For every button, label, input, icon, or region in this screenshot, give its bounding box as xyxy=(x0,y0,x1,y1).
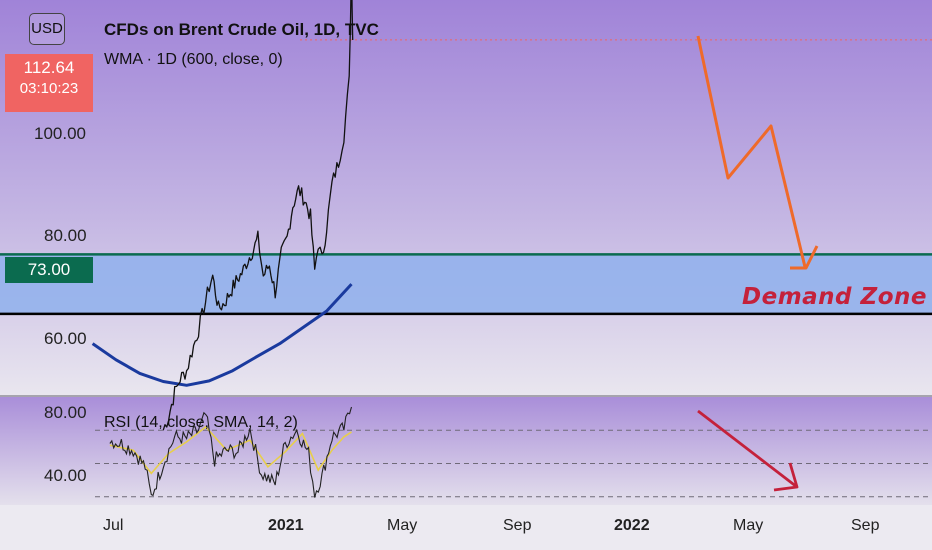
x-tick-label: Sep xyxy=(503,517,532,534)
rsi-line xyxy=(109,406,353,498)
price-series xyxy=(162,0,354,431)
currency-button[interactable]: USD xyxy=(29,13,65,45)
chart-title: CFDs on Brent Crude Oil, 1D, TVC xyxy=(104,20,379,39)
orange-projection-arrow[interactable] xyxy=(696,35,807,268)
rsi-legend[interactable]: RSI (14, close, SMA, 14, 2) xyxy=(104,414,298,431)
demand-zone-area xyxy=(0,254,932,314)
wma-line xyxy=(91,283,353,387)
y-tick-label: 100.00 xyxy=(34,124,86,143)
zone-level-badge: 73.00 xyxy=(5,257,93,283)
x-tick-label: 2021 xyxy=(268,517,304,534)
x-tick-label: Sep xyxy=(851,517,880,534)
price-badge-value: 112.64 xyxy=(23,58,75,77)
red-projection-arrow[interactable] xyxy=(697,409,798,489)
red-arrowhead xyxy=(773,462,799,492)
orange-arrowhead xyxy=(790,245,819,270)
rsi-tick-label: 40.00 xyxy=(44,466,87,485)
y-tick-label: 60.00 xyxy=(44,329,87,348)
x-tick-label: May xyxy=(733,517,764,534)
time-axis-background xyxy=(0,505,932,550)
x-tick-label: Jul xyxy=(103,517,124,534)
rsi-tick-label: 80.00 xyxy=(44,403,87,422)
indicator-legend[interactable]: WMA · 1D (600, close, 0) xyxy=(104,51,283,68)
rsi-pane-background xyxy=(0,397,932,505)
main-pane-background xyxy=(0,0,932,395)
x-tick-label: 2022 xyxy=(614,517,650,534)
y-tick-label: 80.00 xyxy=(44,226,87,245)
price-badge: 112.64 03:10:23 xyxy=(5,54,93,112)
demand-zone-label: Demand Zone xyxy=(742,284,927,310)
price-badge-countdown: 03:10:23 xyxy=(19,80,79,97)
x-tick-label: May xyxy=(387,517,418,534)
